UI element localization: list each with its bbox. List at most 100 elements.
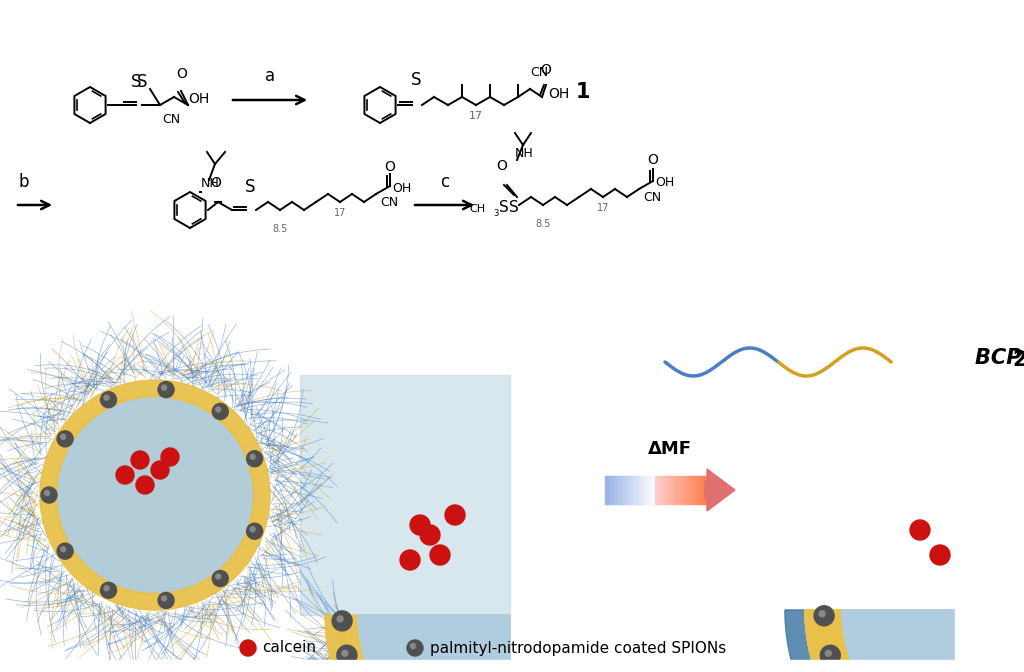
Bar xyxy=(670,476,674,504)
Circle shape xyxy=(212,571,228,587)
Text: 3: 3 xyxy=(494,208,499,218)
Text: O: O xyxy=(497,159,508,173)
Wedge shape xyxy=(845,610,990,672)
Text: 17: 17 xyxy=(597,203,609,213)
Text: OH: OH xyxy=(548,87,569,101)
Circle shape xyxy=(250,527,255,532)
Bar xyxy=(633,476,636,504)
Bar xyxy=(610,476,613,504)
Bar xyxy=(660,476,664,504)
Circle shape xyxy=(930,545,950,565)
Circle shape xyxy=(332,611,352,631)
Bar xyxy=(692,476,696,504)
Text: 17: 17 xyxy=(334,208,346,218)
Bar xyxy=(760,0,1024,375)
Bar xyxy=(642,476,646,504)
Circle shape xyxy=(910,520,930,540)
Wedge shape xyxy=(842,610,990,672)
Circle shape xyxy=(814,605,835,626)
Bar xyxy=(617,476,621,504)
Text: CN: CN xyxy=(380,196,398,209)
Circle shape xyxy=(131,451,150,469)
Bar xyxy=(700,476,703,504)
Circle shape xyxy=(430,545,450,565)
Circle shape xyxy=(162,385,167,390)
Bar xyxy=(683,476,686,504)
Circle shape xyxy=(161,448,179,466)
Bar xyxy=(675,476,679,504)
Circle shape xyxy=(60,546,66,552)
Circle shape xyxy=(212,403,228,419)
Bar xyxy=(0,660,1024,672)
Text: OH: OH xyxy=(392,181,412,194)
Wedge shape xyxy=(842,610,990,672)
FancyBboxPatch shape xyxy=(300,375,510,615)
Text: OH: OH xyxy=(655,177,674,190)
Text: 8.5: 8.5 xyxy=(536,219,551,229)
Circle shape xyxy=(820,645,841,665)
Bar xyxy=(612,476,616,504)
Bar xyxy=(687,476,691,504)
Wedge shape xyxy=(805,610,990,672)
Bar xyxy=(620,476,624,504)
Circle shape xyxy=(247,451,262,467)
Circle shape xyxy=(216,407,221,412)
Bar xyxy=(647,476,651,504)
Circle shape xyxy=(216,574,221,579)
Circle shape xyxy=(337,616,343,622)
Text: O: O xyxy=(647,153,658,167)
Bar xyxy=(668,476,671,504)
Text: CH: CH xyxy=(469,204,485,214)
Bar xyxy=(702,476,706,504)
Circle shape xyxy=(337,645,357,665)
Circle shape xyxy=(158,382,174,398)
Circle shape xyxy=(825,650,831,657)
Bar xyxy=(630,476,634,504)
Circle shape xyxy=(41,487,57,503)
Text: S: S xyxy=(509,200,519,214)
Bar xyxy=(690,476,693,504)
Circle shape xyxy=(411,644,416,648)
Circle shape xyxy=(400,550,420,570)
Bar xyxy=(628,476,631,504)
Circle shape xyxy=(1010,540,1024,560)
Circle shape xyxy=(407,640,423,656)
Text: S: S xyxy=(499,200,509,214)
Bar xyxy=(635,476,639,504)
Circle shape xyxy=(57,543,73,559)
Circle shape xyxy=(819,611,825,617)
Circle shape xyxy=(40,380,270,610)
Text: O: O xyxy=(541,63,552,77)
Text: a: a xyxy=(265,67,275,85)
Bar xyxy=(0,0,1024,15)
Wedge shape xyxy=(325,615,510,672)
Wedge shape xyxy=(785,610,990,672)
Bar xyxy=(615,476,618,504)
Circle shape xyxy=(158,593,174,608)
Text: CN: CN xyxy=(643,191,662,204)
Text: O: O xyxy=(176,67,187,81)
Text: BCP: BCP xyxy=(975,348,1024,368)
Bar xyxy=(695,476,698,504)
Text: c: c xyxy=(440,173,450,191)
Text: 8.5: 8.5 xyxy=(272,224,288,234)
Text: 17: 17 xyxy=(469,111,483,121)
Bar xyxy=(663,476,666,504)
Text: calcein: calcein xyxy=(262,640,316,655)
Bar xyxy=(673,476,676,504)
Circle shape xyxy=(44,491,49,495)
Circle shape xyxy=(104,586,109,591)
Text: ΔMF: ΔMF xyxy=(648,440,692,458)
Bar xyxy=(655,476,658,504)
Bar xyxy=(650,476,653,504)
Circle shape xyxy=(445,505,465,525)
Wedge shape xyxy=(785,610,990,672)
Circle shape xyxy=(410,515,430,535)
Text: palmityl-nitrodopamide coated SPIONs: palmityl-nitrodopamide coated SPIONs xyxy=(430,640,726,655)
Text: CN: CN xyxy=(530,66,548,79)
Bar xyxy=(607,476,611,504)
Circle shape xyxy=(116,466,134,484)
Wedge shape xyxy=(842,610,990,672)
Circle shape xyxy=(162,596,167,601)
Circle shape xyxy=(151,461,169,479)
